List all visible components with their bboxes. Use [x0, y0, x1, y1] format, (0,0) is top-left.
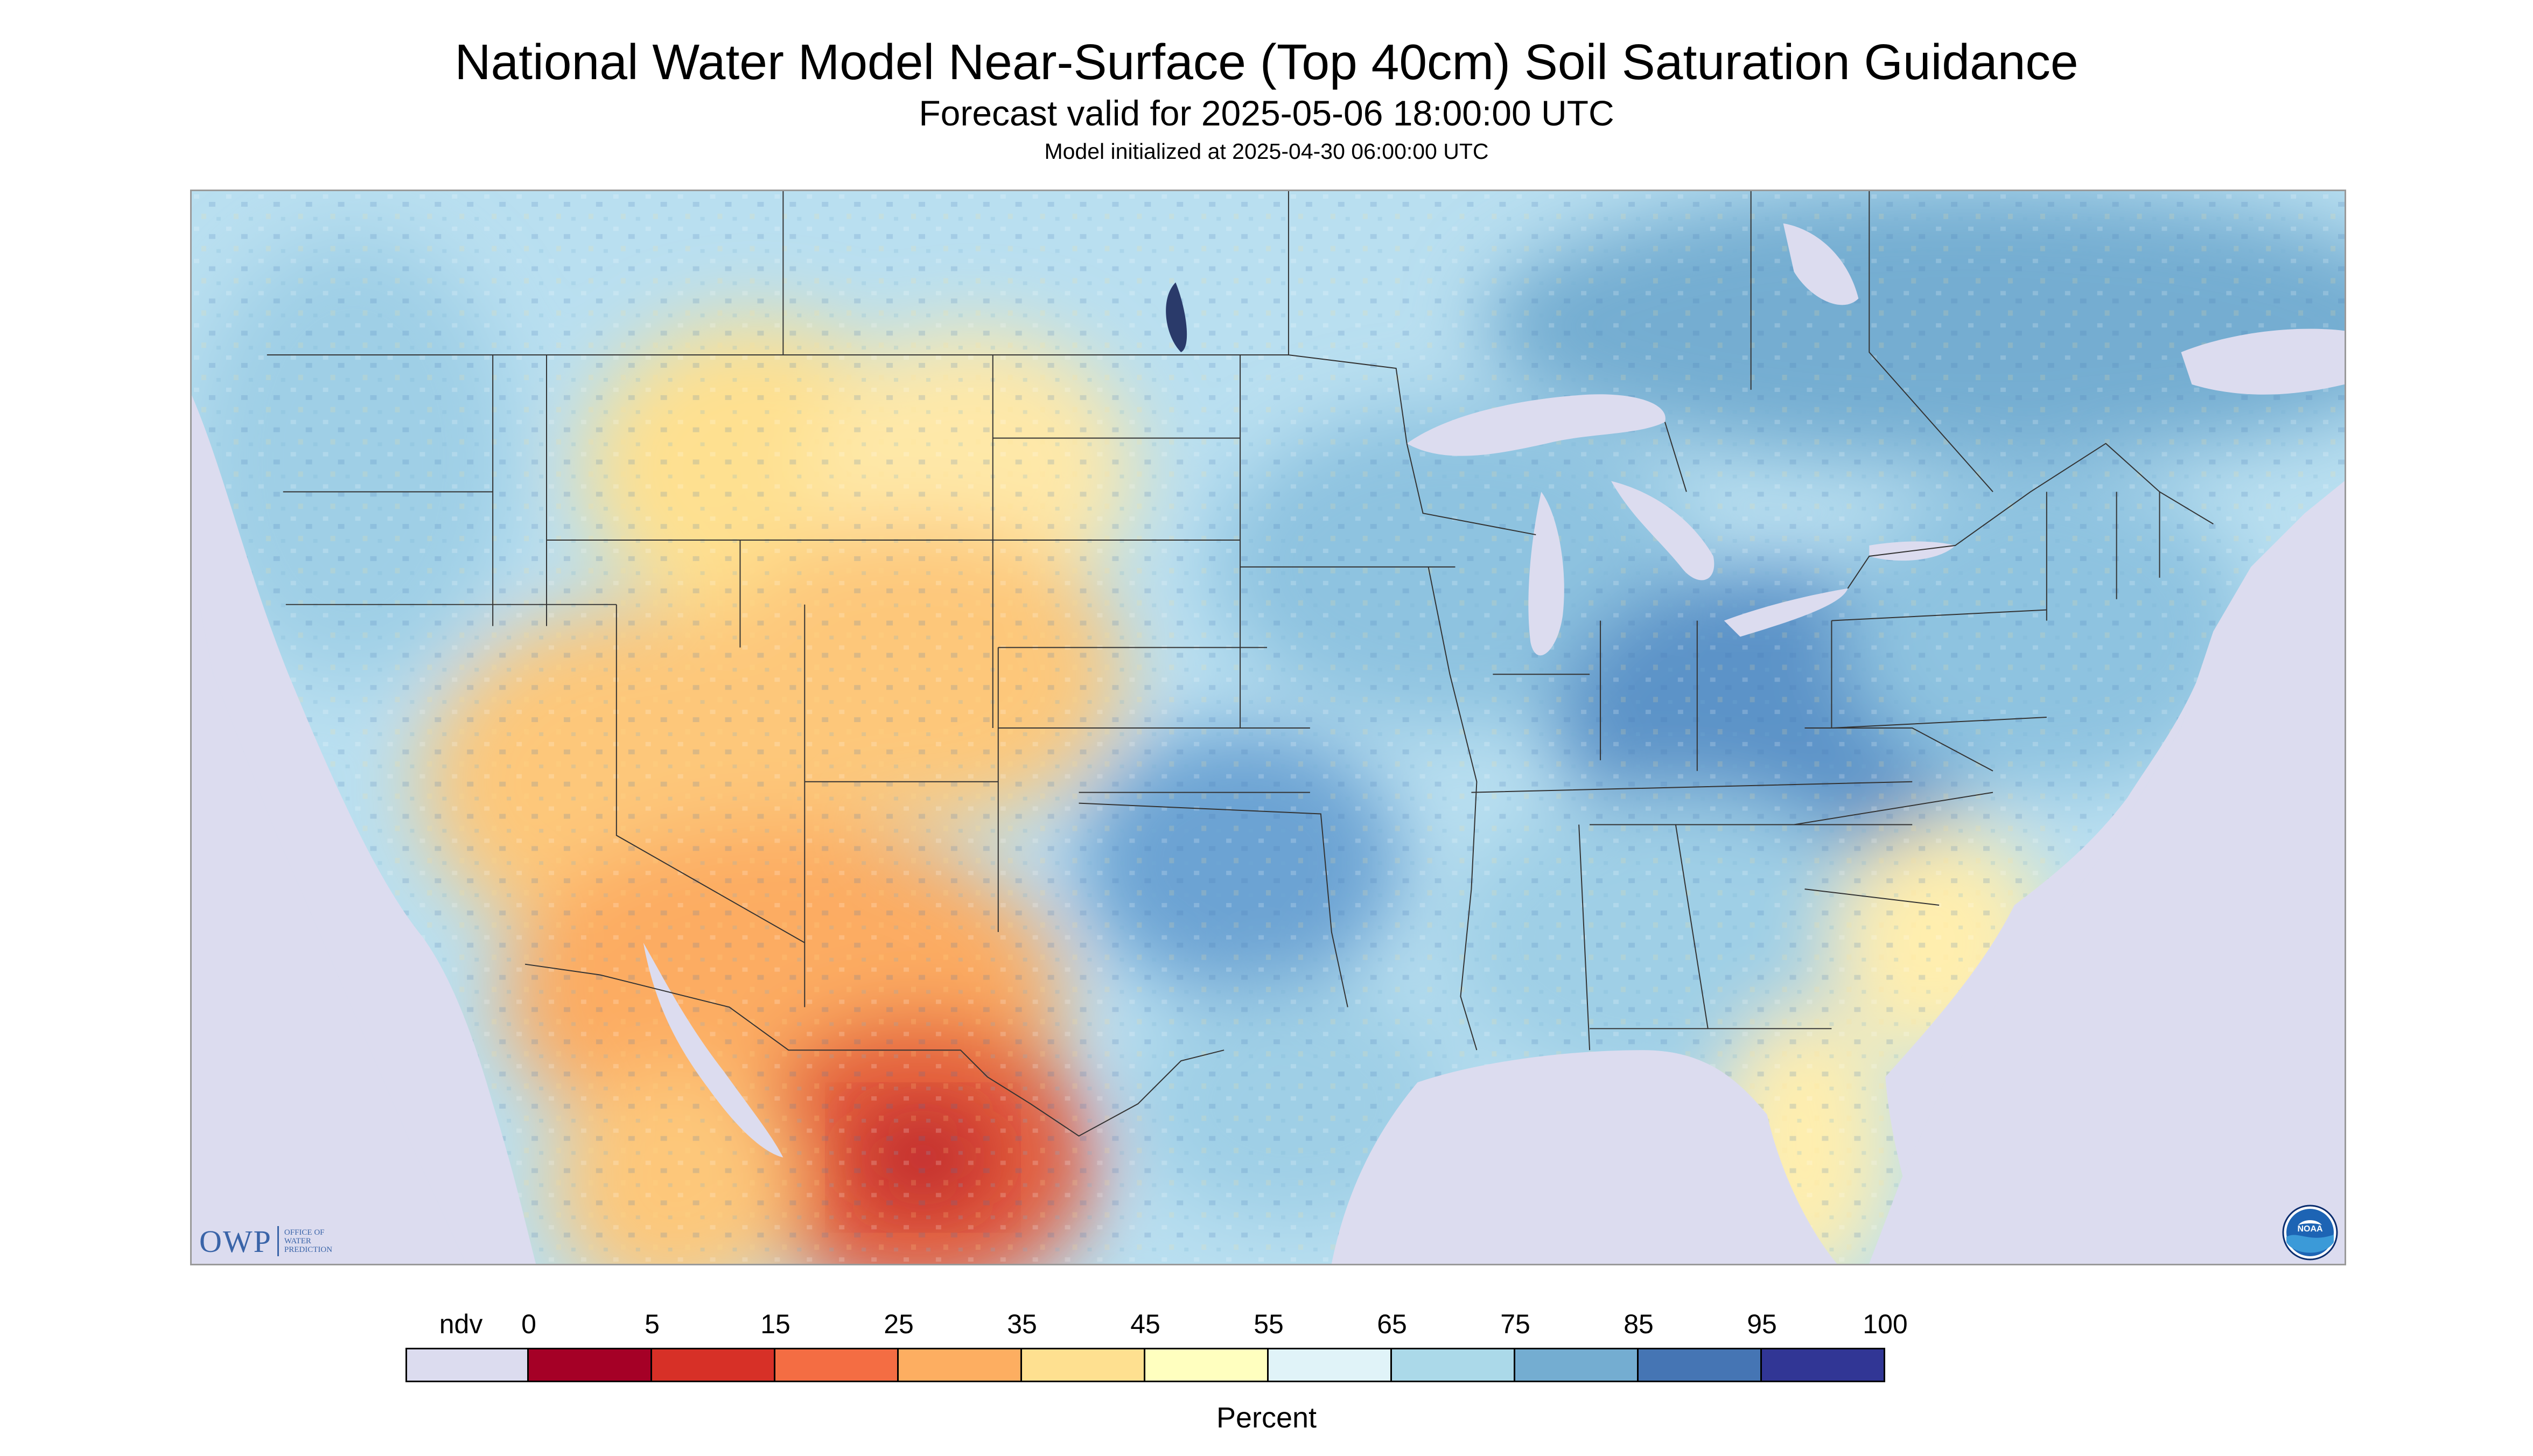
forecast-valid-subtitle: Forecast valid for 2025-05-06 18:00:00 U…	[919, 93, 1614, 133]
owp-logo-mark: OWP	[199, 1223, 272, 1259]
legend-tick-label: 35	[1007, 1309, 1037, 1339]
legend-swatch	[897, 1348, 1022, 1382]
state-line-mississippi	[1428, 566, 1478, 1051]
legend-tick-label: 85	[1624, 1309, 1654, 1339]
legend-tick-label: 55	[1254, 1309, 1284, 1339]
state-line-mn-ia	[1240, 355, 1456, 728]
legend-tick-label: 15	[760, 1309, 790, 1339]
owp-logo-divider	[277, 1226, 279, 1256]
state-line-new-england	[2046, 492, 2160, 621]
owp-logo-text: OFFICE OF WATER PREDICTION	[284, 1228, 333, 1254]
province-line-mb-on	[1288, 191, 1752, 390]
political-boundaries	[267, 191, 2214, 1137]
legend-swatch-ndv	[405, 1348, 530, 1382]
legend-unit-label: Percent	[1216, 1402, 1317, 1434]
gulf-of-st-lawrence	[2181, 328, 2345, 395]
legend-tick-label: 100	[1863, 1309, 1908, 1339]
gulf-of-mexico	[1331, 1050, 1837, 1264]
state-line-va-wv	[1804, 727, 1993, 772]
colorbar-legend: ndv 0 5 15 25 35 45 55 65 75 85 95 100 Percent	[0, 1287, 2533, 1448]
legend-swatch	[527, 1348, 652, 1382]
state-line-wi-il	[1406, 443, 1590, 675]
state-line-mt-wy	[547, 540, 993, 648]
state-line-carolinas	[1794, 792, 1993, 906]
atlantic-ocean	[1869, 631, 2214, 1264]
us-mexico-border	[524, 963, 1224, 1137]
state-line-plains	[998, 647, 1310, 793]
soil-saturation-map	[190, 190, 2346, 1265]
lake-huron	[1611, 481, 1715, 580]
state-line-nv-ut	[615, 604, 805, 943]
state-line-ky-tn	[1471, 781, 1913, 825]
nodata-wedge-west	[192, 566, 466, 1264]
noaa-logo-icon: NOAA	[2282, 1205, 2338, 1261]
legend-swatch	[650, 1348, 775, 1382]
legend-swatch	[1144, 1348, 1269, 1382]
state-line-ut-co	[804, 604, 999, 932]
state-line-in-oh	[1600, 620, 1698, 771]
james-bay	[1783, 223, 1859, 305]
map-title: National Water Model Near-Surface (Top 4…	[454, 34, 2079, 90]
legend-tick-label: 95	[1747, 1309, 1777, 1339]
legend-tick-label: 75	[1500, 1309, 1530, 1339]
legend-swatch	[1267, 1348, 1392, 1382]
nodata-wedge-east	[1869, 481, 2345, 1264]
lake-erie	[1724, 588, 1848, 637]
legend-tick-label: 45	[1130, 1309, 1160, 1339]
legend-swatch	[1020, 1348, 1145, 1382]
legend-swatch	[1760, 1348, 1885, 1382]
noaa-logo-text: NOAA	[2297, 1224, 2323, 1234]
lake-winnipeg	[1166, 282, 1187, 353]
legend-tick-label: 65	[1377, 1309, 1407, 1339]
legend-swatch	[774, 1348, 899, 1382]
legend-tick-label: 0	[521, 1309, 536, 1339]
state-line-dakotas	[992, 355, 1241, 728]
pacific-ocean	[192, 395, 536, 1264]
legend-tick-label: 5	[645, 1309, 660, 1339]
legend-swatch	[1637, 1348, 1762, 1382]
lake-michigan	[1528, 492, 1564, 656]
state-line-al-ga	[1578, 824, 1709, 1051]
state-line-az-nm	[804, 781, 998, 1007]
legend-tick-label: 25	[884, 1309, 914, 1339]
gulf-of-california	[643, 942, 783, 1158]
owp-logo: OWP OFFICE OF WATER PREDICTION	[199, 1222, 349, 1260]
lake-superior	[1407, 394, 1666, 456]
legend-swatch	[1390, 1348, 1515, 1382]
state-line-ok-tx	[1079, 802, 1348, 1007]
model-init-text: Model initialized at 2025-04-30 06:00:00…	[1044, 139, 1489, 164]
legend-ndv-label: ndv	[439, 1309, 483, 1339]
map-canvas	[192, 191, 2345, 1264]
state-line-id-mt	[492, 355, 548, 626]
legend-swatch	[1514, 1348, 1639, 1382]
province-line-on-qc	[1869, 191, 1993, 492]
